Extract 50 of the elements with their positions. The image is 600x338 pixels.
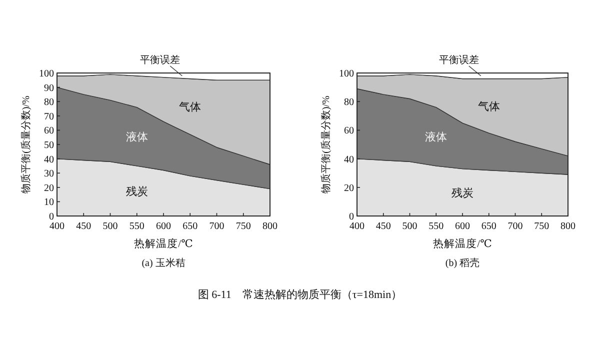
series-label: 残炭 (452, 186, 474, 200)
x-tick-label: 700 (508, 221, 523, 232)
y-tick-label: 40 (344, 154, 354, 166)
series-label: 气体 (179, 102, 202, 114)
series-label: 平衡误差 (438, 54, 479, 66)
y-tick-label: 100 (339, 68, 354, 80)
y-tick-label: 40 (44, 154, 54, 166)
x-axis-title: 热解温度/℃ (134, 237, 194, 250)
y-axis-title: 物质平衡(质量分数)/% (20, 96, 32, 194)
series-label: 气体 (478, 100, 500, 113)
x-tick-label: 500 (102, 221, 118, 232)
y-tick-label: 100 (39, 68, 54, 80)
x-tick-label: 650 (481, 221, 496, 232)
y-tick-label: 0 (49, 212, 54, 222)
y-tick-label: 70 (44, 111, 54, 122)
x-tick-label: 700 (209, 221, 224, 232)
x-tick-label: 400 (350, 221, 364, 232)
x-tick-label: 450 (76, 221, 92, 232)
x-tick-label: 450 (376, 221, 391, 232)
y-axis-title: 物质平衡(质量分数)/% (320, 96, 332, 194)
x-tick-label: 750 (236, 221, 251, 232)
y-tick-label: 10 (44, 197, 54, 208)
y-tick-label: 60 (344, 126, 354, 137)
series-label: 平衡误差 (140, 54, 180, 66)
y-tick-label: 80 (344, 97, 354, 108)
x-tick-label: 550 (129, 221, 144, 232)
caption: 图 6-11 常速热解的物质平衡（τ=18min） (198, 288, 402, 301)
y-tick-label: 80 (44, 97, 54, 108)
x-tick-label: 500 (402, 221, 418, 232)
x-tick-label: 650 (182, 221, 198, 232)
x-tick-label: 800 (560, 221, 576, 232)
series-label: 液体 (425, 130, 448, 144)
x-tick-label: 600 (156, 221, 171, 232)
y-tick-label: 20 (344, 182, 354, 194)
series-label: 残炭 (126, 184, 148, 198)
series-label: 液体 (126, 130, 148, 144)
x-tick-label: 800 (262, 221, 278, 232)
y-tick-label: 90 (44, 82, 54, 94)
x-tick-label: 550 (428, 221, 444, 232)
x-tick-label: 600 (455, 221, 470, 232)
x-axis-title: 热解温度/℃ (433, 237, 492, 250)
text: (a) 玉米秸 (142, 257, 186, 269)
y-tick-label: 20 (44, 182, 54, 194)
y-tick-label: 0 (349, 212, 354, 222)
y-tick-label: 30 (44, 168, 54, 180)
y-tick-label: 50 (44, 140, 54, 151)
x-tick-label: 750 (534, 221, 550, 232)
text: (b) 稻壳 (445, 257, 480, 269)
x-tick-label: 400 (50, 221, 64, 232)
y-tick-label: 60 (44, 126, 54, 137)
